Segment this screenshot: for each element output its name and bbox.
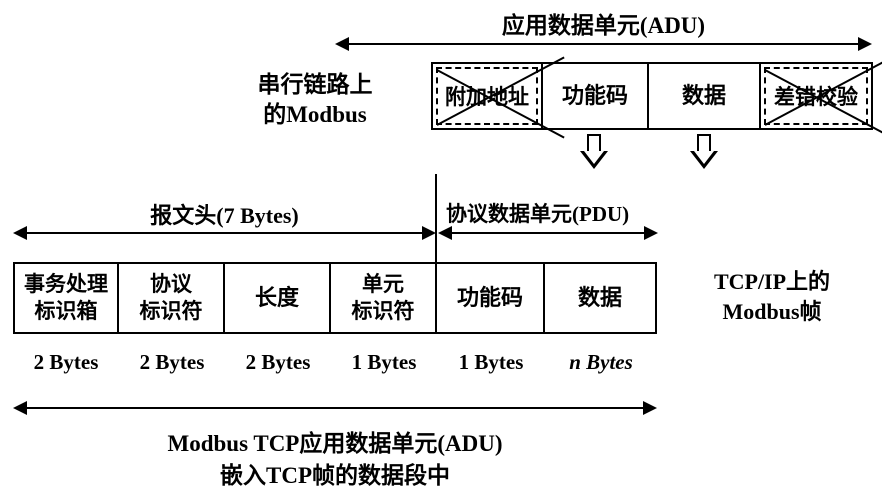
tcp-cell-unit-l1: 单元: [362, 272, 404, 296]
serial-cell-addr: 附加地址: [431, 62, 543, 130]
serial-cell-addr-label: 附加地址: [433, 64, 541, 128]
tcp-cell-unit-l2: 标识符: [352, 299, 415, 323]
tcp-right-l2: Modbus帧: [722, 299, 821, 324]
hollow-arrow-data: [690, 134, 718, 170]
header-span-arrow: [15, 232, 434, 234]
serial-cell-data: 数据: [649, 62, 761, 130]
bytes-3: 1 Bytes: [331, 350, 437, 375]
bytes-5: n Bytes: [545, 350, 657, 375]
serial-label: 串行链路上 的Modbus: [200, 70, 430, 130]
tcp-cell-proto-l2: 标识符: [140, 299, 203, 323]
bytes-1: 2 Bytes: [119, 350, 225, 375]
tcp-right-label: TCP/IP上的 Modbus帧: [662, 267, 882, 326]
tcp-cell-len-l1: 长度: [255, 284, 299, 313]
serial-label-l1: 串行链路上: [258, 72, 373, 97]
bottom-adu-l2: 嵌入TCP帧的数据段中: [220, 463, 450, 488]
tcp-cell-unit: 单元 标识符: [331, 262, 437, 334]
bottom-adu-label: Modbus TCP应用数据单元(ADU) 嵌入TCP帧的数据段中: [15, 428, 655, 492]
tcp-cell-data-l1: 数据: [578, 284, 622, 313]
header-span-label: 报文头(7 Bytes): [15, 198, 434, 230]
hollow-arrow-func: [580, 134, 608, 170]
tcp-cell-func: 功能码: [437, 262, 545, 334]
tcp-cell-func-l1: 功能码: [457, 284, 523, 313]
tcp-cell-proto: 协议 标识符: [119, 262, 225, 334]
tcp-cell-data: 数据: [545, 262, 657, 334]
tcp-cell-trans-l1: 事务处理: [24, 272, 108, 296]
bottom-adu-arrow: [15, 407, 655, 409]
serial-cell-crc-label: 差错校验: [761, 64, 871, 128]
adu-top-arrow: [337, 43, 870, 45]
bytes-4: 1 Bytes: [437, 350, 545, 375]
tcp-cell-trans-l2: 标识箱: [35, 299, 98, 323]
serial-row: 附加地址 功能码 数据 差错校验: [431, 62, 873, 130]
bytes-2: 2 Bytes: [225, 350, 331, 375]
serial-cell-func: 功能码: [543, 62, 649, 130]
bottom-adu-l1: Modbus TCP应用数据单元(ADU): [167, 431, 502, 456]
modbus-diagram: 应用数据单元(ADU) 串行链路上 的Modbus 附加地址 功能码 数据 差错…: [0, 0, 882, 500]
tcp-row: 事务处理 标识箱 协议 标识符 长度 单元 标识符 功能码 数据: [13, 262, 657, 334]
pdu-span-arrow: [440, 232, 656, 234]
span-divider: [435, 174, 437, 262]
tcp-cell-len: 长度: [225, 262, 331, 334]
serial-label-l2: 的Modbus: [263, 102, 367, 127]
tcp-cell-proto-l1: 协议: [150, 272, 192, 296]
tcp-right-l1: TCP/IP上的: [714, 269, 830, 294]
serial-cell-crc: 差错校验: [761, 62, 873, 130]
bytes-0: 2 Bytes: [13, 350, 119, 375]
tcp-cell-trans: 事务处理 标识箱: [13, 262, 119, 334]
pdu-span-label: 协议数据单元(PDU): [440, 198, 680, 228]
adu-top-label: 应用数据单元(ADU): [337, 6, 870, 40]
